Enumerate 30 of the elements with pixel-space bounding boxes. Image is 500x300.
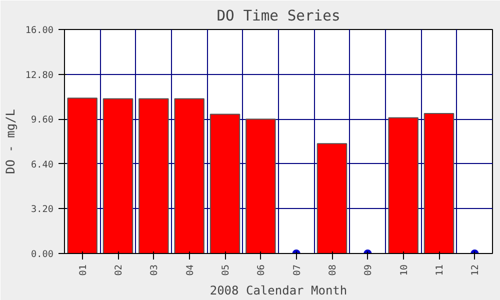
x-tick-label: 04 bbox=[184, 264, 196, 276]
x-tick-label: 10 bbox=[398, 264, 410, 276]
y-tick-label: 0.00 bbox=[31, 249, 54, 260]
chart-title: DO Time Series bbox=[216, 8, 340, 24]
bar bbox=[316, 143, 348, 254]
y-tick-label: 12.80 bbox=[25, 70, 54, 81]
bar bbox=[424, 113, 454, 254]
x-tick-label: 12 bbox=[470, 264, 482, 276]
bar bbox=[388, 117, 418, 254]
bar bbox=[174, 98, 204, 254]
bar bbox=[67, 98, 98, 254]
y-tick-label: 3.20 bbox=[31, 204, 54, 216]
x-axis-title: 2008 Calendar Month bbox=[210, 284, 348, 298]
y-tick-label: 9.60 bbox=[31, 114, 54, 126]
x-tick-label: 08 bbox=[328, 264, 338, 276]
bar bbox=[210, 114, 240, 254]
x-tick-label: 05 bbox=[220, 264, 232, 276]
y-tick-label: 6.40 bbox=[31, 159, 54, 170]
x-tick-label: 03 bbox=[149, 264, 160, 276]
y-tick-label: 16.00 bbox=[25, 25, 54, 36]
x-tick-label: 09 bbox=[363, 264, 374, 276]
x-tick-label: 06 bbox=[256, 264, 268, 276]
bar bbox=[102, 98, 134, 254]
bar bbox=[138, 98, 169, 254]
x-tick-label: 11 bbox=[434, 264, 446, 276]
x-tick-label: 01 bbox=[78, 264, 89, 276]
x-tick-label: 07 bbox=[292, 264, 303, 276]
x-tick-label: 02 bbox=[114, 264, 124, 276]
bar bbox=[246, 118, 276, 254]
y-axis-title: DO - mg/L bbox=[3, 108, 18, 174]
